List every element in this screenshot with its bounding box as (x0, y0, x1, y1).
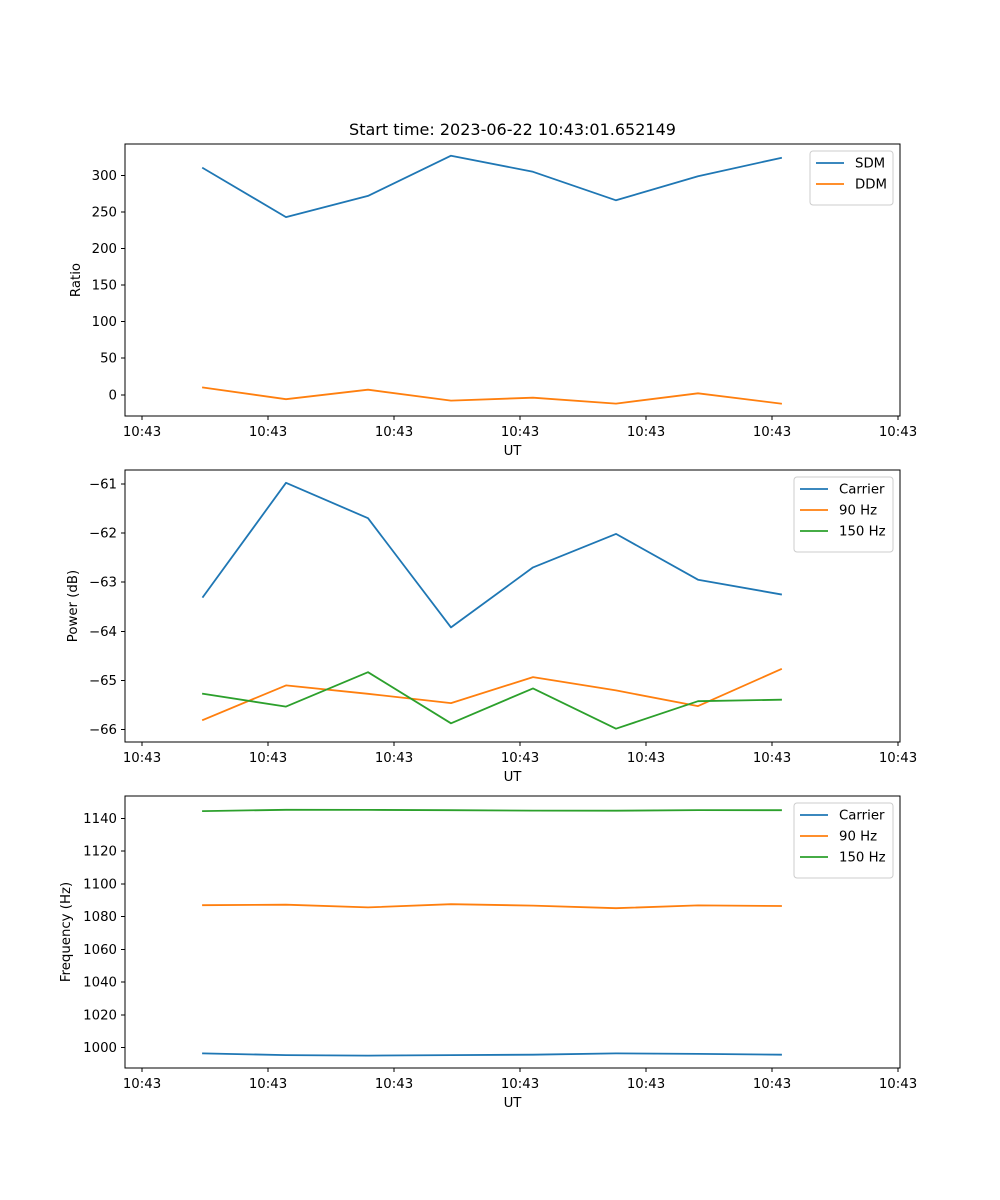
x-axis-label: UT (504, 1096, 523, 1111)
y-tick-label: 50 (100, 352, 117, 367)
plot-frame (124, 143, 901, 417)
legend: Carrier 90 Hz 150 Hz (793, 476, 894, 553)
y-tick-label: 1120 (83, 845, 117, 860)
y-tick-label: −65 (89, 674, 117, 689)
x-tick-label: 10:43 (375, 1077, 413, 1092)
legend-label: SDM (855, 157, 885, 172)
x-tick-label: 10:43 (627, 425, 665, 440)
legend-label: 150 Hz (839, 851, 886, 866)
x-tick-label: 10:43 (753, 425, 791, 440)
x-tick-label: 10:43 (753, 1077, 791, 1092)
y-tick-label: 1140 (83, 812, 117, 827)
x-tick-label: 10:43 (753, 751, 791, 766)
x-tick-label: 10:43 (501, 425, 539, 440)
x-tick-label: 10:43 (501, 751, 539, 766)
legend-label: 90 Hz (839, 504, 877, 519)
legend-label: Carrier (839, 483, 885, 498)
x-axis-label: UT (504, 444, 523, 459)
series-line-90-hz (202, 903, 782, 910)
x-axis-label: UT (504, 770, 523, 785)
series-line-carrier (201, 481, 783, 629)
plot-frame (124, 795, 901, 1069)
y-tick-label: 1100 (83, 877, 117, 892)
y-tick-label: −64 (89, 625, 117, 640)
y-tick-label: −62 (89, 526, 117, 541)
y-tick-label: 1000 (83, 1041, 117, 1056)
y-axis-label: Ratio (69, 263, 84, 297)
y-tick-label: 1060 (83, 943, 117, 958)
legend-box (809, 150, 894, 206)
legend: Carrier 90 Hz 150 Hz (793, 802, 894, 879)
legend-label: DDM (855, 178, 887, 193)
series-line-150-hz (202, 808, 782, 813)
x-tick-label: 10:43 (879, 751, 917, 766)
legend-label: 90 Hz (839, 830, 877, 845)
y-tick-label: −63 (89, 576, 117, 591)
legend-label: Carrier (839, 809, 885, 824)
y-tick-label: 300 (92, 169, 117, 184)
plot-frame (124, 469, 901, 743)
x-tick-label: 10:43 (249, 751, 287, 766)
y-tick-label: 200 (92, 242, 117, 257)
x-tick-label: 10:43 (627, 1077, 665, 1092)
y-tick-label: −61 (89, 477, 117, 492)
x-tick-label: 10:43 (249, 425, 287, 440)
legend-box (793, 476, 894, 553)
series-line-150-hz (201, 671, 782, 730)
series-line-90-hz (201, 668, 783, 722)
x-tick-label: 10:43 (123, 751, 161, 766)
x-tick-label: 10:43 (627, 751, 665, 766)
series-line-sdm (201, 154, 783, 219)
subplot-1: Start time: 2023-06-22 10:43:01.652149 0 5… (69, 120, 917, 459)
legend: SDM DDM (809, 150, 894, 206)
x-tick-label: 10:43 (123, 1077, 161, 1092)
x-tick-label: 10:43 (501, 1077, 539, 1092)
series-line-ddm (201, 386, 783, 405)
x-tick-label: 10:43 (375, 751, 413, 766)
x-tick-label: 10:43 (249, 1077, 287, 1092)
subplot-3: 1000 1020 1040 1060 1080 1100 1120 1140 10:43 10:… (59, 795, 917, 1111)
y-tick-label: 150 (92, 279, 117, 294)
legend-box (793, 802, 894, 879)
subplot-2: −66 −65 −64 −63 −62 −61 10:43 10:43 10:43 10:43 10… (66, 469, 917, 785)
legend-label: 150 Hz (839, 525, 886, 540)
x-tick-label: 10:43 (375, 425, 413, 440)
y-tick-label: −66 (89, 723, 117, 738)
chart-title: Start time: 2023-06-22 10:43:01.652149 (349, 120, 676, 139)
y-tick-label: 1040 (83, 976, 117, 991)
y-tick-label: 100 (92, 315, 117, 330)
y-tick-label: 0 (109, 388, 117, 403)
y-tick-label: 250 (92, 206, 117, 221)
x-tick-label: 10:43 (123, 425, 161, 440)
y-tick-label: 1080 (83, 910, 117, 925)
x-tick-label: 10:43 (879, 425, 917, 440)
y-axis-label: Frequency (Hz) (59, 882, 74, 982)
series-line-carrier (202, 1052, 782, 1057)
y-axis-label: Power (dB) (66, 570, 81, 642)
y-tick-label: 1020 (83, 1008, 117, 1023)
x-tick-label: 10:43 (879, 1077, 917, 1092)
